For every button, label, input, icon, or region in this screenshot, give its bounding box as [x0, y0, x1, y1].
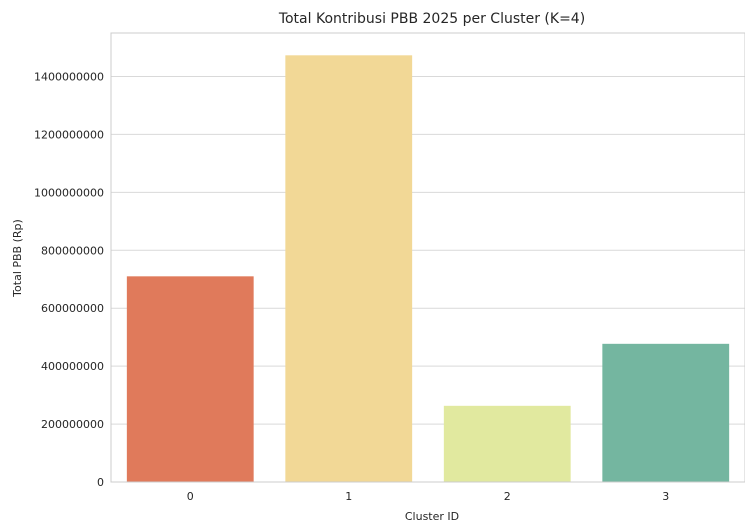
x-tick-label: 3	[662, 490, 669, 503]
y-tick-label: 400000000	[41, 360, 104, 373]
y-tick-label: 1200000000	[34, 128, 104, 141]
y-tick-label: 600000000	[41, 302, 104, 315]
chart-title: Total Kontribusi PBB 2025 per Cluster (K…	[278, 11, 585, 27]
y-tick-label: 200000000	[41, 418, 104, 431]
x-tick-label: 1	[345, 490, 352, 503]
y-tick-label: 1000000000	[34, 186, 104, 199]
plot-frame	[110, 32, 745, 483]
bar-cluster-3	[602, 343, 730, 482]
bars	[126, 55, 730, 482]
x-axis-label: Cluster ID	[405, 510, 459, 522]
y-tick-label: 1400000000	[34, 70, 104, 83]
bar-cluster-1	[285, 55, 413, 482]
bar-cluster-0	[126, 276, 254, 482]
x-tick-label: 0	[187, 490, 194, 503]
y-axis-label: Total PBB (Rp)	[11, 219, 24, 298]
y-axis-ticks: 0 200000000 400000000 600000000 800000000 100…	[34, 70, 104, 489]
x-tick-label: 2	[504, 490, 511, 503]
x-axis-ticks: 0 1 2 3	[187, 490, 670, 503]
bar-cluster-2	[443, 405, 571, 482]
y-tick-label: 800000000	[41, 244, 104, 257]
y-tick-label: 0	[97, 476, 104, 489]
